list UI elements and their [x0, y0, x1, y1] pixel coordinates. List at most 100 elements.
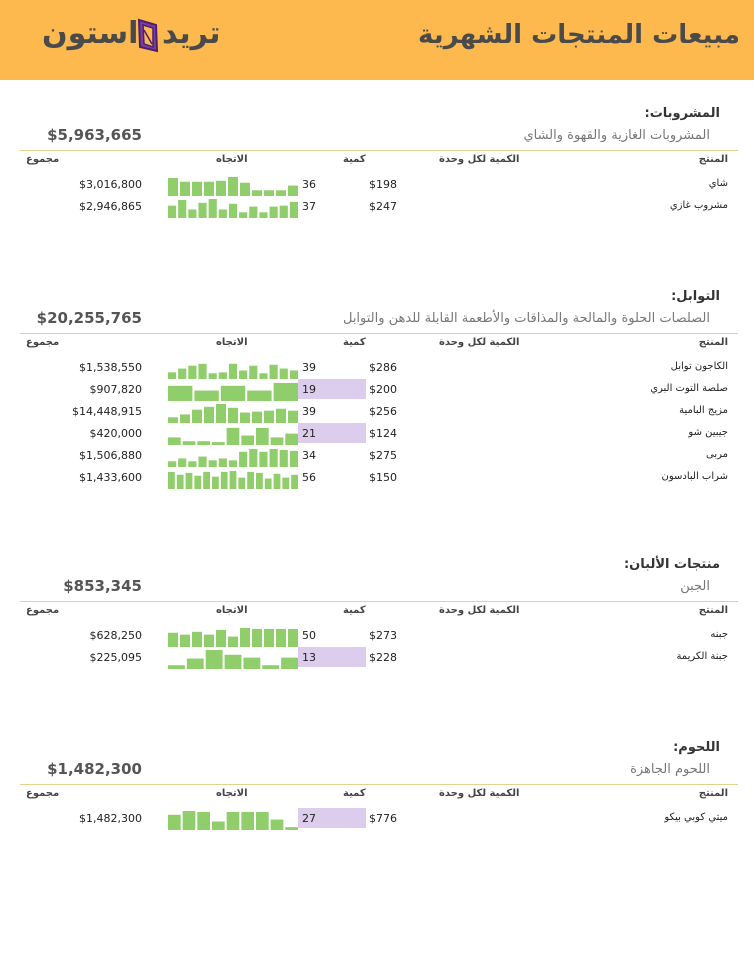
trend-bar	[218, 458, 227, 467]
logo-text-left: استون	[42, 16, 139, 51]
unit-price: $124	[369, 427, 397, 440]
column-header-total: مجموع	[26, 154, 60, 165]
table-row: $1,482,300 27 $776 ميتي كوبي بيكو	[0, 808, 754, 830]
trend-bar	[168, 385, 193, 401]
trend-bar	[218, 209, 227, 218]
quantity-value: 13	[302, 651, 316, 664]
row-total: $420,000	[89, 427, 143, 440]
quantity-value: 36	[302, 178, 316, 191]
column-header-trend: الاتجاه	[216, 154, 248, 165]
trend-bar	[259, 373, 268, 379]
page-header: استون تريد مبيعات المنتجات الشهرية	[0, 0, 754, 80]
trend-bar	[247, 390, 272, 401]
trend-bar	[270, 437, 284, 445]
column-header-qty: كمية	[343, 154, 366, 165]
category-name: المشروبات:	[644, 106, 720, 121]
trend-bar	[198, 202, 207, 218]
trend-bar	[264, 410, 274, 423]
quantity-cell: 13	[298, 647, 366, 667]
trend-bar	[194, 475, 202, 489]
table-row: $628,250 50 $273 جبنه	[0, 625, 754, 647]
product-name: مزيج البامية	[679, 405, 728, 416]
trend-bar	[252, 190, 262, 196]
column-header-total: مجموع	[26, 788, 60, 799]
quantity-cell: 27	[298, 808, 366, 828]
trend-bar	[197, 441, 210, 445]
trend-bar	[289, 450, 298, 467]
category-name: التوابل:	[671, 289, 720, 304]
row-total: $1,482,300	[79, 812, 142, 825]
column-header-qty: كمية	[343, 605, 366, 616]
category-description: الصلصات الحلوة والمالحة والمذاقات والأطع…	[342, 311, 710, 326]
trend-bar	[204, 634, 214, 647]
row-total: $628,250	[89, 629, 143, 642]
trend-bar	[192, 631, 202, 647]
trend-bar	[212, 476, 219, 489]
trend-bar	[269, 364, 278, 379]
row-total: $907,820	[89, 383, 143, 396]
trend-bar	[182, 811, 196, 830]
table-row: $225,095 13 $228 جبنة الكريمة	[0, 647, 754, 669]
trend-bar	[168, 471, 175, 489]
trend-bar	[288, 628, 298, 647]
trend-bar	[204, 181, 214, 196]
product-name: جيبين شو	[688, 427, 728, 438]
trend-bar	[276, 190, 286, 196]
column-header-product: المنتج	[698, 337, 728, 348]
trend-bar	[228, 407, 238, 423]
trend-bar	[168, 461, 177, 467]
unit-price: $776	[369, 812, 397, 825]
trend-sparkline	[168, 382, 298, 401]
table-row: $1,538,550 39 $286 الكاجون توابل	[0, 357, 754, 379]
product-name: صلصة التوت البري	[650, 383, 728, 394]
quantity-value: 19	[302, 383, 316, 396]
quantity-cell: 39	[298, 357, 366, 377]
column-header-trend: الاتجاه	[216, 337, 248, 348]
trend-bar	[273, 473, 281, 489]
trend-sparkline	[168, 363, 298, 379]
trend-bar	[168, 417, 178, 423]
trend-bar	[197, 811, 210, 830]
trend-bar	[228, 177, 238, 196]
table-row: $907,820 19 $200 صلصة التوت البري	[0, 379, 754, 401]
row-total: $1,538,550	[79, 361, 142, 374]
unit-price: $275	[369, 449, 397, 462]
trend-bar	[178, 368, 187, 379]
trend-bar	[264, 478, 272, 489]
product-name: الكاجون توابل	[670, 361, 728, 372]
category-total: $853,345	[63, 577, 142, 595]
trend-bar	[256, 427, 269, 445]
trend-bar	[204, 406, 214, 423]
column-header-qty: كمية	[343, 788, 366, 799]
category-section: المشروبات: المشروبات الغازية والقهوة والش…	[0, 106, 754, 276]
trend-bar	[239, 451, 248, 467]
trend-bar	[212, 821, 225, 830]
trend-bar	[240, 182, 250, 196]
category-description: المشروبات الغازية والقهوة والشاي	[523, 128, 710, 143]
trend-bar	[216, 180, 226, 196]
trend-bar	[185, 472, 193, 489]
quantity-value: 37	[302, 200, 316, 213]
row-total: $14,448,915	[72, 405, 142, 418]
row-total: $225,095	[89, 651, 143, 664]
trend-bar	[270, 819, 284, 830]
trend-bar	[208, 199, 217, 218]
quantity-cell: 50	[298, 625, 366, 645]
trend-bar	[288, 185, 298, 196]
trend-bar	[208, 460, 217, 467]
column-header-price: الكمية لكل وحدة	[439, 154, 520, 165]
trend-bar	[168, 632, 178, 647]
trend-bar	[188, 461, 197, 467]
trend-bar	[203, 471, 210, 489]
trend-bar	[241, 811, 254, 830]
category-name: اللحوم:	[673, 740, 720, 755]
trend-bar	[243, 657, 261, 669]
trend-bar	[194, 390, 219, 401]
unit-price: $200	[369, 383, 397, 396]
table-row: $14,448,915 39 $256 مزيج البامية	[0, 401, 754, 423]
trend-sparkline	[168, 199, 298, 218]
trend-bar	[168, 205, 177, 218]
product-name: جبنه	[710, 629, 728, 640]
trend-bar	[180, 634, 190, 647]
trend-bar	[252, 628, 262, 647]
